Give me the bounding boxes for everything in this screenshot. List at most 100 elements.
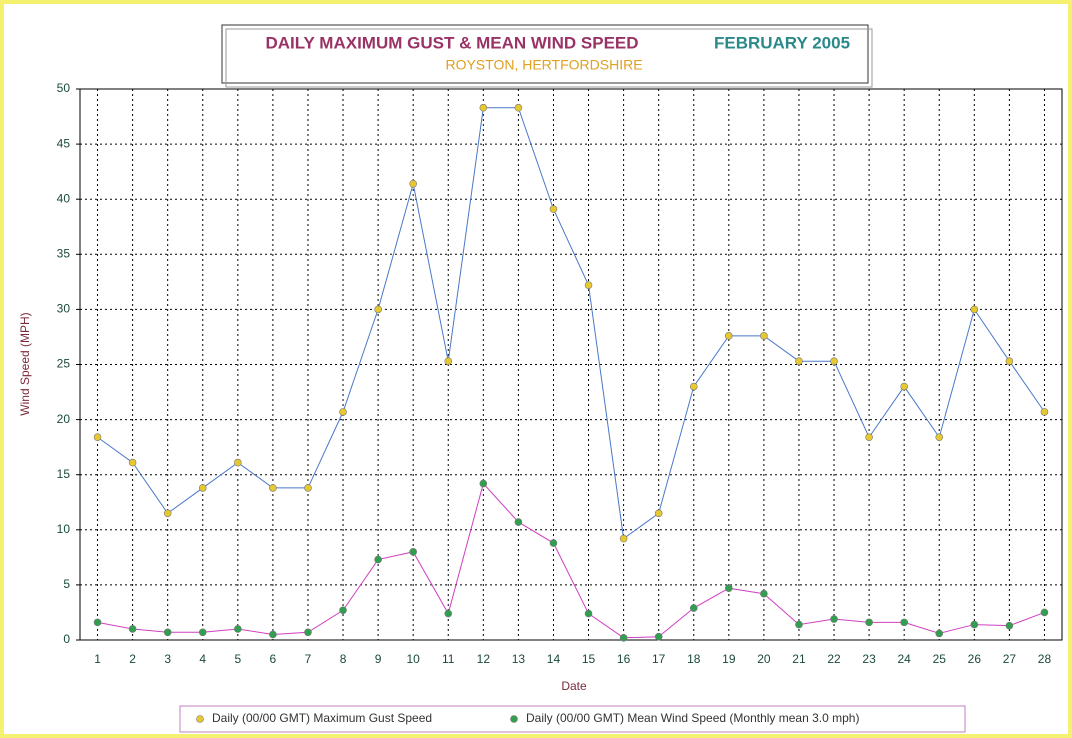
data-point [128, 458, 137, 467]
data-point [619, 633, 628, 642]
data-point [514, 103, 523, 112]
legend-box [179, 705, 966, 733]
data-point [584, 609, 593, 618]
y-axis-label: Wind Speed (MPH) [18, 312, 32, 415]
data-point [339, 408, 347, 416]
chart-subtitle: ROYSTON, HERTFORDSHIRE [445, 57, 642, 73]
data-point [900, 618, 908, 627]
data-point [549, 205, 558, 213]
data-point [689, 604, 698, 612]
series-line [97, 107, 1045, 540]
data-point [339, 606, 347, 615]
data-point [795, 620, 803, 629]
x-tick-label: 19 [722, 652, 736, 666]
data-point [514, 518, 523, 526]
data-point [444, 609, 453, 618]
data-point [269, 630, 277, 639]
chart: DAILY MAXIMUM GUST & MEAN WIND SPEED FEB… [18, 24, 1063, 733]
x-tick-label: 27 [1003, 652, 1017, 666]
y-tick-label: 50 [57, 81, 71, 95]
y-tick-label: 40 [57, 191, 71, 205]
data-point [795, 357, 803, 365]
x-tick-label: 3 [164, 652, 171, 666]
x-tick-label: 15 [582, 652, 596, 666]
data-point [935, 433, 944, 442]
y-tick-label: 25 [57, 357, 71, 371]
y-tick-label: 20 [57, 412, 71, 426]
data-point [725, 332, 733, 340]
chart-date: FEBRUARY 2005 [714, 33, 850, 52]
y-tick-label: 15 [57, 467, 71, 481]
y-tick-label: 45 [57, 136, 71, 150]
data-point [128, 625, 137, 633]
x-tick-label: 14 [547, 652, 561, 666]
data-point [304, 484, 312, 492]
legend-text: Daily (00/00 GMT) Maximum Gust Speed [212, 711, 432, 725]
data-point [760, 589, 768, 598]
data-point [409, 548, 417, 556]
data-point [234, 458, 242, 467]
x-tick-label: 1 [94, 652, 101, 666]
data-point [935, 629, 944, 638]
legend-text: Daily (00/00 GMT) Mean Wind Speed (Month… [526, 711, 859, 725]
data-point [269, 484, 277, 492]
x-tick-label: 22 [827, 652, 841, 666]
title-box [221, 24, 869, 84]
x-tick-label: 2 [129, 652, 136, 666]
y-tick-label: 10 [57, 522, 71, 536]
data-point [1040, 408, 1049, 416]
data-point [444, 357, 453, 365]
data-point [900, 382, 908, 391]
data-point [654, 632, 663, 641]
x-tick-label: 26 [968, 652, 982, 666]
data-point [689, 382, 698, 391]
x-tick-label: 20 [757, 652, 771, 666]
data-point [198, 484, 207, 492]
data-point [1040, 608, 1049, 617]
x-tick-label: 25 [933, 652, 947, 666]
x-tick-label: 18 [687, 652, 701, 666]
data-point [304, 628, 312, 637]
data-point [549, 539, 558, 547]
data-point [1005, 357, 1014, 365]
data-point [234, 625, 242, 633]
x-tick-label: 8 [340, 652, 347, 666]
y-tick-label: 0 [63, 632, 70, 646]
title-shadow [225, 28, 873, 88]
data-point [1005, 621, 1014, 630]
x-tick-label: 7 [305, 652, 312, 666]
data-point [479, 479, 488, 488]
y-tick-label: 30 [57, 302, 71, 316]
legend-marker [196, 715, 204, 723]
data-point [970, 305, 979, 314]
data-point [619, 534, 628, 543]
data-point [93, 433, 102, 442]
data-point [654, 509, 663, 518]
data-point [830, 357, 838, 365]
data-point [479, 103, 488, 112]
data-point [865, 618, 873, 627]
data-point [409, 179, 417, 188]
x-tick-label: 6 [270, 652, 277, 666]
data-point [760, 332, 768, 340]
x-tick-label: 16 [617, 652, 631, 666]
x-tick-label: 17 [652, 652, 666, 666]
x-tick-label: 11 [442, 652, 455, 666]
y-tick-label: 35 [57, 246, 71, 260]
data-point [198, 628, 207, 637]
data-point [584, 281, 593, 289]
data-point [163, 628, 172, 637]
data-point [374, 555, 382, 564]
x-tick-label: 21 [792, 652, 806, 666]
x-tick-label: 24 [897, 652, 911, 666]
x-tick-label: 23 [862, 652, 876, 666]
legend-marker [510, 715, 518, 723]
x-tick-label: 28 [1038, 652, 1052, 666]
x-tick-label: 12 [477, 652, 491, 666]
y-tick-label: 5 [63, 577, 70, 591]
x-tick-label: 13 [512, 652, 526, 666]
data-point [830, 615, 838, 623]
data-point [93, 618, 102, 627]
data-point [374, 305, 382, 314]
